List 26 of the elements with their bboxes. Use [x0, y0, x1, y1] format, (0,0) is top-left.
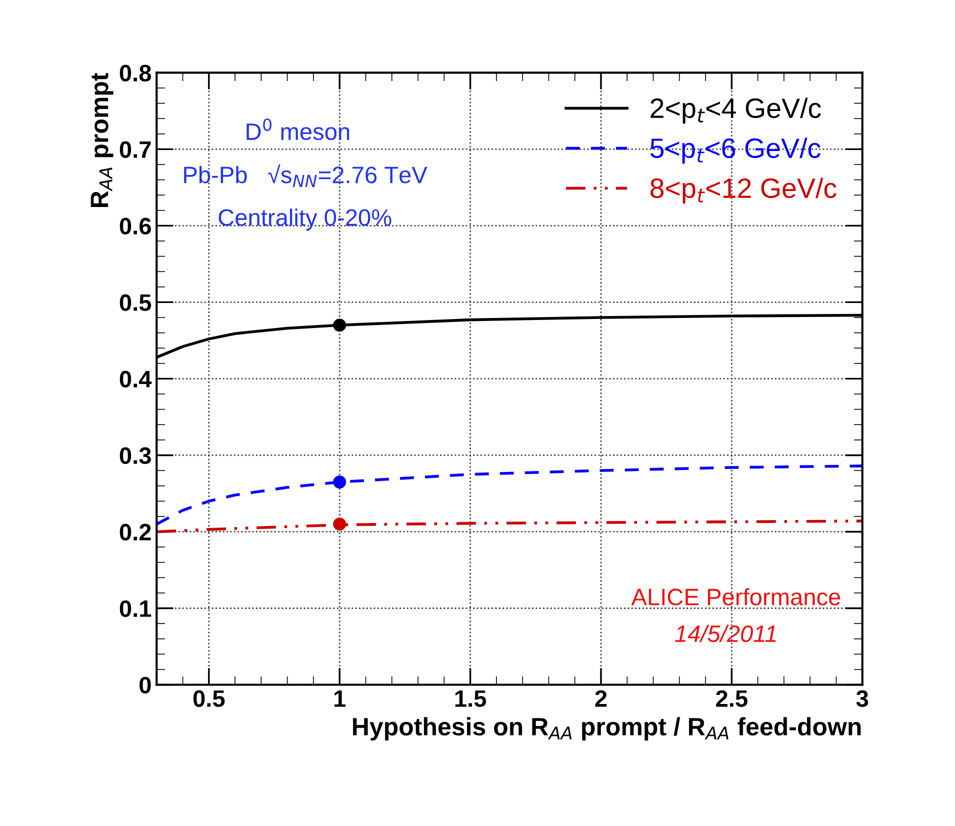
annotation: 14/5/2011 — [675, 624, 776, 642]
annotation: Centrality 0-20% — [218, 208, 392, 231]
x-tick-label: 2 — [595, 690, 607, 707]
y-tick-label: 0.8 — [120, 64, 152, 82]
y-tick-label: 0 — [140, 676, 151, 694]
y-tick-label: 0.1 — [120, 600, 152, 618]
x-tick-label: 1.5 — [455, 690, 486, 707]
y-tick-label: 0.4 — [120, 370, 152, 388]
legend-label: 8<p$_{t}$<12 GeV/c — [650, 178, 836, 204]
annotation: ALICE Performance — [631, 588, 840, 606]
y-tick-label: 0.2 — [120, 524, 151, 541]
y-axis-title: R$_{AA}$ prompt — [90, 73, 114, 208]
annotation: Pb-Pb √s$_{NN}$=2.76 TeV — [184, 164, 428, 187]
annotation: D$^{0}$ meson — [246, 118, 350, 140]
y-tick-label: 0.3 — [120, 447, 151, 464]
y-tick-label: 0.5 — [120, 294, 152, 311]
legend-label: 5<p$_{t}$<6 GeV/c — [650, 138, 820, 164]
x-tick-label: 2.5 — [716, 690, 748, 707]
y-tick-label: 0.6 — [120, 218, 151, 234]
legend-label: 2<p$_{t}$<4 GeV/c — [650, 98, 821, 124]
y-tick-label: 0.7 — [120, 141, 151, 158]
x-axis-title: Hypothesis on R$_{AA}$ prompt / R$_{AA}$ feed-down — [353, 717, 861, 740]
x-tick-label: 0.5 — [193, 690, 225, 707]
line-series — [156, 464, 862, 526]
x-tick-label: 3 — [856, 690, 868, 707]
x-tick-label: 1 — [334, 690, 346, 707]
